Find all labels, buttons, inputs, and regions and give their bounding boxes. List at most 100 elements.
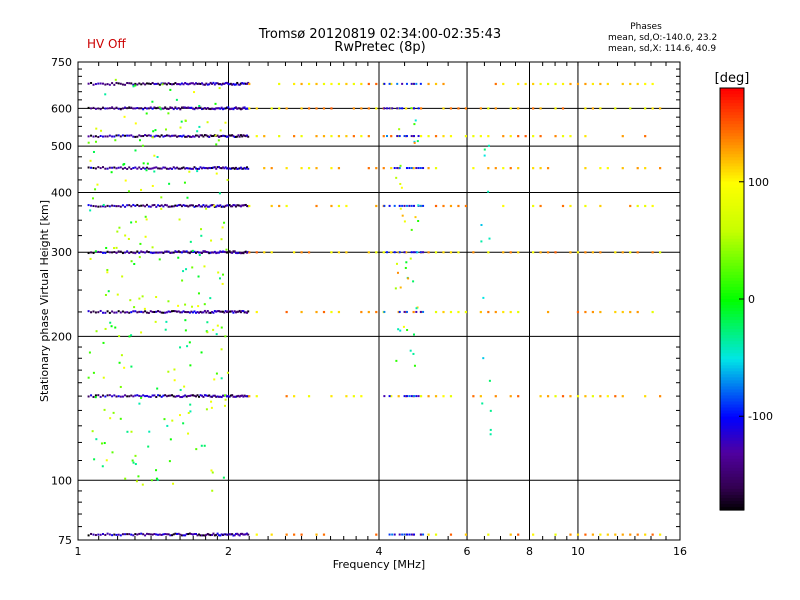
echo-point	[234, 166, 237, 169]
echo-point	[614, 395, 617, 398]
echo-point	[172, 310, 175, 313]
echo-point	[569, 533, 572, 536]
echo-point	[238, 395, 241, 398]
echo-point	[569, 135, 572, 138]
echo-point	[190, 82, 193, 85]
echo-point	[195, 311, 198, 314]
echo-point	[367, 251, 370, 254]
echo-point	[157, 167, 160, 170]
colorbar-segment	[720, 335, 744, 339]
echo-point	[97, 205, 100, 208]
echo-point	[144, 167, 147, 170]
echo-point	[237, 204, 240, 207]
echo-point	[135, 480, 138, 483]
echo-point	[396, 167, 399, 170]
echo-point	[151, 533, 154, 536]
echo-point	[223, 250, 226, 253]
echo-point	[124, 83, 127, 86]
echo-point	[142, 533, 145, 536]
echo-point	[644, 204, 647, 208]
echo-point	[419, 204, 422, 207]
colorbar-segment	[720, 422, 744, 427]
echo-point	[614, 107, 617, 110]
y-tick-label: 500	[51, 140, 72, 153]
echo-point	[212, 107, 215, 110]
echo-point	[154, 320, 157, 323]
echo-point	[138, 107, 141, 110]
echo-point	[209, 108, 212, 111]
echo-point	[434, 135, 438, 138]
echo-point	[138, 402, 141, 405]
echo-point	[222, 166, 225, 169]
echo-point	[401, 533, 404, 536]
echo-point	[224, 251, 227, 254]
chart-subtitle: RwPretec (8p)	[334, 40, 426, 55]
echo-point	[395, 262, 398, 265]
echo-point	[247, 135, 250, 138]
echo-point	[241, 204, 244, 207]
echo-point	[140, 250, 143, 253]
echo-point	[117, 533, 120, 536]
colorbar-segment	[720, 91, 744, 95]
echo-point	[216, 251, 219, 254]
echo-point	[217, 83, 220, 86]
echo-point	[191, 167, 194, 170]
echo-point	[167, 310, 170, 313]
echo-point	[90, 394, 93, 397]
echo-point	[144, 83, 147, 86]
echo-point	[434, 167, 438, 170]
echo-point	[134, 204, 137, 207]
echo-point	[159, 108, 162, 111]
echo-point	[182, 204, 185, 207]
echo-point	[206, 83, 209, 86]
colorbar-tick-label: 100	[748, 176, 769, 189]
echo-point	[188, 135, 191, 138]
echo-point	[244, 135, 247, 138]
echo-point	[599, 533, 602, 536]
echo-point	[233, 167, 236, 170]
phases-title: Phases	[630, 22, 662, 32]
echo-point	[147, 205, 150, 208]
echo-point	[208, 252, 211, 255]
echo-point	[225, 311, 228, 314]
echo-point	[502, 167, 505, 170]
echo-point	[210, 239, 213, 242]
echo-point	[132, 534, 135, 537]
echo-point	[144, 310, 147, 313]
echo-point	[246, 82, 249, 85]
echo-point	[398, 310, 401, 313]
echo-point	[394, 287, 397, 290]
echo-point	[502, 251, 505, 254]
echo-point	[231, 310, 234, 313]
colorbar-segment	[720, 356, 744, 360]
echo-point	[176, 107, 179, 110]
echo-point	[174, 204, 177, 207]
colorbar-segment	[720, 434, 744, 439]
y-axis-label: Stationary phase Virtual Height [km]	[38, 200, 51, 402]
echo-point	[109, 321, 112, 324]
echo-point	[145, 532, 148, 535]
echo-point	[405, 533, 408, 536]
echo-point	[244, 203, 247, 206]
echo-point	[203, 205, 206, 208]
echo-point	[241, 135, 244, 138]
echo-point	[200, 108, 203, 111]
echo-point	[263, 167, 266, 170]
colorbar-segment	[720, 458, 744, 463]
echo-point	[236, 532, 239, 535]
echo-point	[149, 533, 152, 536]
echo-point	[234, 106, 237, 109]
echo-point	[427, 167, 430, 170]
echo-point	[233, 204, 236, 207]
echo-point	[191, 305, 194, 308]
echo-point	[236, 252, 239, 255]
echo-point	[140, 188, 143, 191]
echo-point	[124, 234, 127, 237]
echo-point	[195, 82, 198, 85]
echo-point	[220, 326, 223, 329]
echo-point	[188, 106, 191, 109]
echo-point	[399, 286, 402, 289]
echo-point	[199, 205, 202, 208]
echo-point	[141, 144, 144, 147]
echo-point	[179, 83, 182, 86]
